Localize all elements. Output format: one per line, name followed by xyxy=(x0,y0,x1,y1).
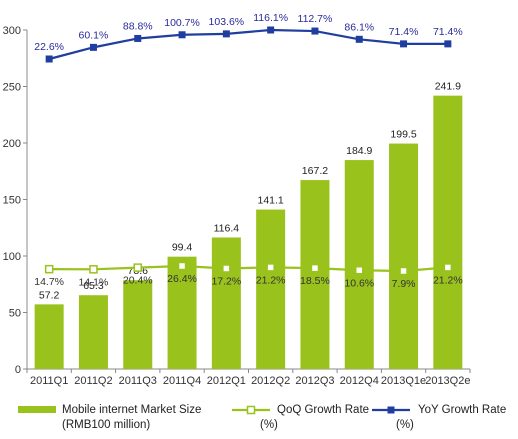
qoq-point xyxy=(399,266,408,276)
qoq-point xyxy=(133,263,142,272)
bar xyxy=(389,143,419,369)
qoq-label: 18.5% xyxy=(300,275,330,287)
bar-value-label: 65.3 xyxy=(83,280,104,292)
bar-value-label: 241.9 xyxy=(435,81,461,93)
qoq-label: 7.9% xyxy=(392,278,416,290)
qoq-label: 17.2% xyxy=(211,275,241,287)
x-tick-label: 2011Q4 xyxy=(163,375,201,387)
yoy-point xyxy=(134,34,142,42)
legend-label-qoq: (%) xyxy=(260,419,278,431)
bar xyxy=(300,180,330,369)
y-tick-label: 150 xyxy=(3,195,21,207)
yoy-label: 71.4% xyxy=(389,26,419,38)
yoy-point xyxy=(400,40,408,48)
qoq-point xyxy=(310,263,320,273)
y-tick-label: 300 xyxy=(3,25,21,37)
bar xyxy=(167,256,197,369)
bar-value-label: 99.4 xyxy=(172,242,193,254)
bar xyxy=(78,295,108,369)
qoq-line xyxy=(49,264,448,273)
legend-label-market-size: Mobile internet Market Size xyxy=(62,404,201,416)
yoy-label: 116.1% xyxy=(253,12,288,24)
yoy-label: 71.4% xyxy=(433,26,463,38)
legend-marker-qoq xyxy=(246,405,256,415)
legend-swatch-market-size xyxy=(18,406,56,413)
yoy-point xyxy=(444,40,452,48)
x-tick-label: 2012Q3 xyxy=(295,375,334,387)
qoq-label: 26.4% xyxy=(167,273,197,285)
bar xyxy=(123,280,153,369)
qoq-point xyxy=(222,264,231,273)
bar xyxy=(256,209,286,369)
qoq-label: 14.1% xyxy=(79,276,109,288)
yoy-point xyxy=(222,30,230,38)
qoq-point xyxy=(89,265,98,274)
x-tick-label: 2012Q1 xyxy=(207,375,246,387)
legend-label-qoq: QoQ Growth Rate xyxy=(277,404,369,416)
legend-label-yoy: YoY Growth Rate xyxy=(418,404,506,416)
x-tick-label: 2012Q4 xyxy=(340,375,379,387)
qoq-label: 21.2% xyxy=(433,274,463,286)
yoy-label: 112.7% xyxy=(298,13,333,25)
bar-value-label: 184.9 xyxy=(346,145,372,157)
bar-value-label: 57.2 xyxy=(39,289,60,301)
y-tick-label: 0 xyxy=(15,364,21,376)
bar xyxy=(211,237,241,369)
rate-lines: 14.7% 14.1% 20.4% 26.4% 17.2% 21.2% 18.5% 10.6%… xyxy=(34,12,462,290)
legend-label-yoy: (%) xyxy=(396,419,414,431)
qoq-point xyxy=(443,263,453,272)
x-tick-label: 2011Q2 xyxy=(74,375,112,387)
qoq-point xyxy=(177,261,187,271)
yoy-label: 100.7% xyxy=(164,17,200,29)
axes: 0 50 100 150 200 250 300 2011Q1 2011Q2 2011Q3 2011… xyxy=(3,25,471,387)
x-tick-label: 2013Q2e xyxy=(425,375,470,387)
qoq-point xyxy=(355,266,364,275)
yoy-label: 60.1% xyxy=(79,29,109,41)
x-tick-label: 2012Q2 xyxy=(251,375,290,387)
yoy-label: 86.1% xyxy=(344,21,374,33)
yoy-label: 22.6% xyxy=(34,41,64,53)
x-tick-label: 2011Q3 xyxy=(119,375,157,387)
y-tick-label: 100 xyxy=(3,251,21,263)
y-tick-label: 200 xyxy=(3,138,21,150)
legend: Mobile internet Market Size (RMB100 milli… xyxy=(18,404,506,431)
yoy-point xyxy=(45,55,53,63)
qoq-label: 21.2% xyxy=(256,274,286,286)
bar-value-label: 116.4 xyxy=(214,222,240,234)
bar-value-label: 141.1 xyxy=(258,195,284,207)
x-tick-label: 2011Q1 xyxy=(30,375,68,387)
yoy-point xyxy=(89,43,97,51)
legend-marker-yoy xyxy=(387,406,395,414)
yoy-label: 88.8% xyxy=(123,20,153,32)
qoq-point xyxy=(266,263,275,272)
bar xyxy=(344,160,374,369)
bar xyxy=(34,304,64,369)
qoq-label: 10.6% xyxy=(344,277,374,289)
yoy-line xyxy=(48,28,448,61)
yoy-point xyxy=(178,31,186,39)
qoq-label: 14.7% xyxy=(34,276,64,288)
y-tick-label: 250 xyxy=(3,82,21,94)
yoy-label: 103.6% xyxy=(209,16,245,28)
yoy-point xyxy=(267,26,275,34)
yoy-point xyxy=(311,27,319,35)
qoq-label: 20.4% xyxy=(123,275,153,287)
legend-label-market-size: (RMB100 million) xyxy=(62,419,150,431)
bar xyxy=(433,95,463,369)
bar-value-label: 167.2 xyxy=(302,165,328,177)
qoq-point xyxy=(44,264,54,274)
x-tick-label: 2013Q1e xyxy=(381,375,426,387)
yoy-point xyxy=(355,35,363,43)
y-tick-label: 50 xyxy=(9,308,21,320)
bars: 57.265.378.699.4116.4141.1167.2184.9199.… xyxy=(34,81,463,369)
bar-value-label: 199.5 xyxy=(390,129,416,141)
